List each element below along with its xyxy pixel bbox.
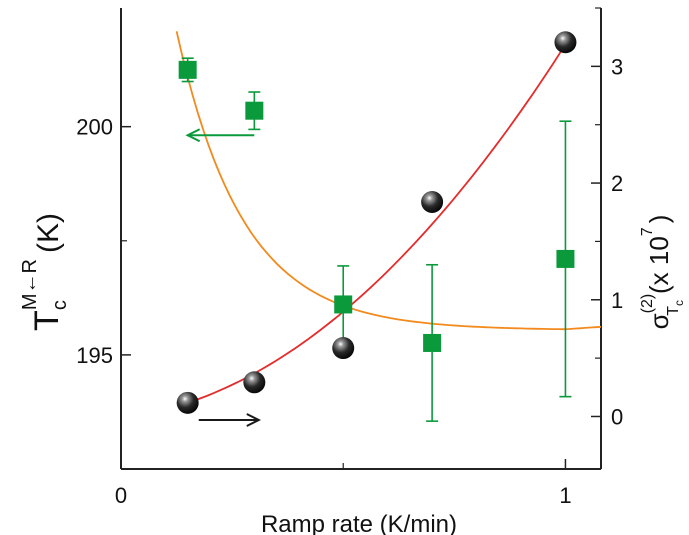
svg-text:TcM←R(K): TcM←R (K) [19, 213, 71, 331]
ylabel-left-sub: c [49, 300, 71, 310]
sigma-data-point [423, 333, 442, 352]
sigma-data-point [334, 295, 353, 314]
fit-curves [175, 31, 602, 404]
sigma-data-point [178, 60, 197, 79]
plot-frame [120, 8, 602, 470]
tc-data-point [243, 371, 266, 394]
y-right-tick-label: 3 [611, 54, 623, 79]
y-right-ticks: 0 1 2 3 [591, 7, 623, 429]
y-left-tick-label: 195 [76, 343, 113, 368]
tc-data-point [332, 337, 355, 360]
x-tick-label: 1 [559, 483, 571, 508]
sigma-data-point [245, 101, 264, 120]
ylabel-left-unit: (K) [32, 213, 65, 253]
ylabel-right-text: (x 10 [644, 236, 674, 294]
tc-data-point [176, 391, 199, 414]
ylabel-right-sigma: σ [644, 313, 674, 329]
green-square-markers [178, 60, 575, 352]
ylabel-right-sup: (2) [639, 294, 656, 314]
ylabel-right-sub: T [665, 306, 682, 316]
left-y-axis-title: TcM←R (K) [19, 213, 71, 331]
y-right-tick-label: 0 [611, 404, 623, 429]
ylabel-right-subsub: c [672, 300, 686, 306]
y-left-tick-label: 200 [76, 115, 113, 140]
error-bars [181, 57, 572, 422]
right-y-axis-title: σ(2) Tc (x 107) [639, 215, 686, 330]
ylabel-left-arrow: ← [19, 274, 41, 294]
arrow-head [246, 413, 262, 427]
black-sphere-markers [176, 31, 577, 414]
ylabel-right-exp: 7 [639, 227, 656, 236]
axis-indicator-arrows [185, 128, 262, 427]
tc-data-point [554, 31, 577, 54]
x-axis-title: Ramp rate (K/min) [261, 511, 457, 535]
y-left-ticks: 195 200 [76, 115, 131, 368]
ylabel-right-close: ) [644, 215, 674, 224]
y-right-tick-label: 2 [611, 171, 623, 196]
ylabel-left-sup2: R [19, 259, 41, 273]
y-right-tick-label: 1 [611, 288, 623, 313]
ylabel-left-main: T [28, 310, 66, 331]
sigma-data-point [556, 249, 575, 268]
fit-curve-sigma [175, 31, 602, 331]
tc-data-point [421, 190, 444, 213]
ylabel-left-sup: M [19, 294, 41, 311]
svg-text:σ(2)Tc(x 107): σ(2) Tc (x 107) [639, 215, 686, 330]
arrow-head [185, 128, 201, 143]
x-tick-label: 0 [115, 483, 127, 508]
